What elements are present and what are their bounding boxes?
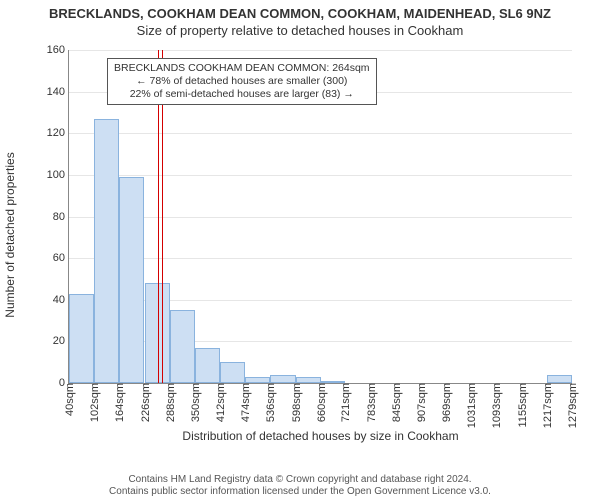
x-tick-label: 1279sqm — [565, 383, 579, 428]
page-title: BRECKLANDS, COOKHAM DEAN COMMON, COOKHAM… — [0, 6, 600, 21]
y-tick-label: 60 — [53, 252, 69, 264]
histogram-bar — [69, 294, 94, 383]
histogram-bar — [270, 375, 295, 383]
x-tick-label: 598sqm — [289, 383, 303, 422]
x-tick-label: 721sqm — [338, 383, 352, 422]
x-tick-label: 1093sqm — [489, 383, 503, 428]
chart-container: Number of detached properties Distributi… — [48, 46, 582, 424]
info-box: BRECKLANDS COOKHAM DEAN COMMON: 264sqm ←… — [107, 58, 377, 105]
y-tick-label: 160 — [47, 44, 69, 56]
x-tick-label: 536sqm — [263, 383, 277, 422]
y-tick-label: 140 — [47, 86, 69, 98]
y-tick-label: 120 — [47, 127, 69, 139]
y-axis-label: Number of detached properties — [3, 152, 17, 317]
x-axis-label: Distribution of detached houses by size … — [182, 429, 458, 443]
gridline — [69, 50, 572, 51]
x-tick-label: 1217sqm — [540, 383, 554, 428]
x-tick-label: 969sqm — [439, 383, 453, 422]
histogram-bar — [145, 283, 170, 383]
x-tick-label: 350sqm — [188, 383, 202, 422]
page-subtitle: Size of property relative to detached ho… — [0, 23, 600, 38]
x-tick-label: 164sqm — [112, 383, 126, 422]
x-tick-label: 660sqm — [314, 383, 328, 422]
info-box-line3: 22% of semi-detached houses are larger (… — [114, 88, 370, 101]
x-tick-label: 288sqm — [163, 383, 177, 422]
footer-line2: Contains public sector information licen… — [0, 486, 600, 498]
histogram-bar — [195, 348, 220, 383]
histogram-bar — [94, 119, 119, 383]
footer: Contains HM Land Registry data © Crown c… — [0, 474, 600, 498]
gridline — [69, 175, 572, 176]
x-tick-label: 226sqm — [138, 383, 152, 422]
x-tick-label: 845sqm — [389, 383, 403, 422]
x-tick-label: 474sqm — [238, 383, 252, 422]
x-tick-label: 907sqm — [414, 383, 428, 422]
histogram-bar — [119, 177, 144, 383]
x-tick-label: 412sqm — [213, 383, 227, 422]
plot-area: Distribution of detached houses by size … — [68, 50, 572, 384]
gridline — [69, 133, 572, 134]
x-tick-label: 102sqm — [87, 383, 101, 422]
y-tick-label: 80 — [53, 211, 69, 223]
histogram-bar — [170, 310, 195, 383]
info-box-line2: ← 78% of detached houses are smaller (30… — [114, 75, 370, 88]
y-tick-label: 40 — [53, 294, 69, 306]
x-tick-label: 40sqm — [62, 383, 76, 416]
histogram-bar — [220, 362, 245, 383]
info-box-line1: BRECKLANDS COOKHAM DEAN COMMON: 264sqm — [114, 62, 370, 75]
x-tick-label: 1031sqm — [464, 383, 478, 428]
histogram-bar — [547, 375, 572, 383]
footer-line1: Contains HM Land Registry data © Crown c… — [0, 474, 600, 486]
y-tick-label: 20 — [53, 335, 69, 347]
x-tick-label: 1155sqm — [515, 383, 529, 427]
x-tick-label: 783sqm — [364, 383, 378, 422]
y-tick-label: 100 — [47, 169, 69, 181]
